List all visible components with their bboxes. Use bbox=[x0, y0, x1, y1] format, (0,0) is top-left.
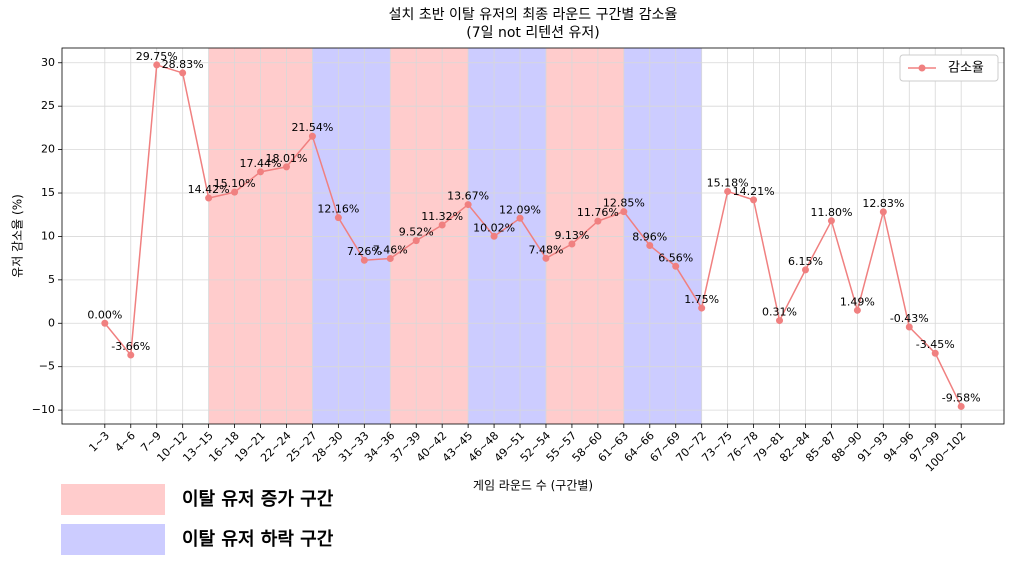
chart-subtitle: (7일 not 리텐션 유저) bbox=[466, 25, 599, 41]
chart-title: 설치 초반 이탈 유저의 최종 라운드 구간별 감소율 bbox=[389, 7, 678, 23]
data-point bbox=[464, 201, 472, 209]
data-point bbox=[879, 208, 887, 216]
legend-box bbox=[899, 54, 999, 82]
data-label: 21.54% bbox=[291, 121, 333, 134]
data-point bbox=[516, 214, 524, 222]
data-label: 7.26% bbox=[347, 245, 382, 258]
span-legend-swatch bbox=[61, 524, 165, 555]
data-label: 1.49% bbox=[840, 295, 875, 308]
data-point bbox=[672, 262, 680, 270]
data-point bbox=[646, 241, 654, 249]
shaded-span bbox=[312, 48, 391, 424]
data-point bbox=[334, 214, 342, 222]
data-point bbox=[931, 349, 939, 357]
data-label: 12.85% bbox=[603, 197, 645, 210]
span-legend-label: 이탈 유저 하락 구간 bbox=[182, 529, 334, 550]
shaded-span bbox=[545, 48, 624, 424]
shaded-span bbox=[390, 48, 469, 424]
data-point bbox=[360, 256, 368, 264]
data-point bbox=[776, 317, 784, 325]
data-point bbox=[594, 217, 602, 225]
data-label: 7.46% bbox=[373, 243, 408, 256]
y-tick-label: 30 bbox=[41, 56, 55, 69]
data-label: 12.09% bbox=[499, 203, 541, 216]
data-label: 6.56% bbox=[658, 251, 693, 264]
data-point bbox=[957, 402, 965, 410]
data-label: 12.16% bbox=[317, 203, 359, 216]
data-label: 10.02% bbox=[473, 221, 515, 234]
shaded-span bbox=[623, 48, 702, 424]
span-legend-label: 이탈 유저 증가 구간 bbox=[182, 489, 334, 510]
data-point bbox=[257, 168, 265, 176]
y-tick-label: 10 bbox=[41, 229, 55, 242]
y-tick-label: −10 bbox=[32, 403, 55, 416]
data-label: 0.00% bbox=[87, 308, 122, 321]
data-point bbox=[750, 196, 758, 204]
data-label: -3.45% bbox=[916, 338, 955, 351]
data-point bbox=[231, 188, 239, 196]
data-label: 11.80% bbox=[810, 206, 852, 219]
plot-frame bbox=[61, 47, 1005, 425]
y-tick-label: 15 bbox=[41, 186, 55, 199]
data-point bbox=[490, 232, 498, 240]
data-label: 11.32% bbox=[421, 210, 463, 223]
data-label: 11.76% bbox=[577, 206, 619, 219]
y-tick-label: 0 bbox=[48, 316, 55, 329]
legend-marker bbox=[918, 64, 926, 72]
data-point bbox=[308, 132, 316, 140]
data-label: 14.21% bbox=[733, 185, 775, 198]
data-label: -0.43% bbox=[890, 312, 929, 325]
data-point bbox=[412, 237, 420, 245]
data-point bbox=[724, 187, 732, 195]
data-label: 29.75% bbox=[136, 50, 178, 63]
data-label: 18.01% bbox=[265, 152, 307, 165]
x-axis-label: 게임 라운드 수 (구간별) bbox=[473, 479, 593, 493]
data-label: 15.18% bbox=[707, 176, 749, 189]
span-legend-swatch bbox=[61, 484, 165, 515]
y-tick-label: 20 bbox=[41, 143, 55, 156]
data-label: -3.66% bbox=[111, 340, 150, 353]
data-point bbox=[853, 306, 861, 314]
data-point bbox=[542, 254, 550, 262]
data-label: 0.31% bbox=[762, 306, 797, 319]
x-tick-label: 4~6 bbox=[112, 429, 138, 455]
series-line bbox=[104, 63, 962, 407]
data-point bbox=[153, 61, 161, 69]
x-tick-label: 1~3 bbox=[86, 429, 112, 455]
y-tick-label: 25 bbox=[41, 99, 55, 112]
y-tick-label: −5 bbox=[39, 360, 55, 373]
data-label: 28.83% bbox=[162, 58, 204, 71]
data-point bbox=[179, 69, 187, 77]
y-axis-label: 유저 감소율 (%) bbox=[11, 194, 25, 278]
y-tick-label: 5 bbox=[48, 273, 55, 286]
data-point bbox=[438, 221, 446, 229]
data-point bbox=[801, 266, 809, 274]
data-label: 8.96% bbox=[632, 230, 667, 243]
data-point bbox=[905, 323, 913, 331]
data-label: 9.52% bbox=[399, 226, 434, 239]
data-label: 17.44% bbox=[240, 157, 282, 170]
data-point bbox=[620, 208, 628, 216]
data-point bbox=[386, 254, 394, 262]
data-point bbox=[101, 319, 109, 327]
data-point bbox=[127, 351, 135, 359]
shaded-span bbox=[468, 48, 546, 424]
data-label: 1.75% bbox=[684, 293, 719, 306]
data-label: 6.15% bbox=[788, 255, 823, 268]
data-point bbox=[205, 194, 213, 202]
data-point bbox=[827, 217, 835, 225]
data-label: 12.83% bbox=[862, 197, 904, 210]
data-label: -9.58% bbox=[942, 391, 981, 404]
data-point bbox=[568, 240, 576, 248]
data-label: 15.10% bbox=[214, 177, 256, 190]
data-label: 13.67% bbox=[447, 190, 489, 203]
data-label: 7.48% bbox=[528, 243, 563, 256]
legend-label: 감소율 bbox=[948, 61, 984, 76]
data-point bbox=[282, 163, 290, 171]
data-label: 14.42% bbox=[188, 183, 230, 196]
data-label: 9.13% bbox=[554, 229, 589, 242]
data-point bbox=[698, 304, 706, 312]
